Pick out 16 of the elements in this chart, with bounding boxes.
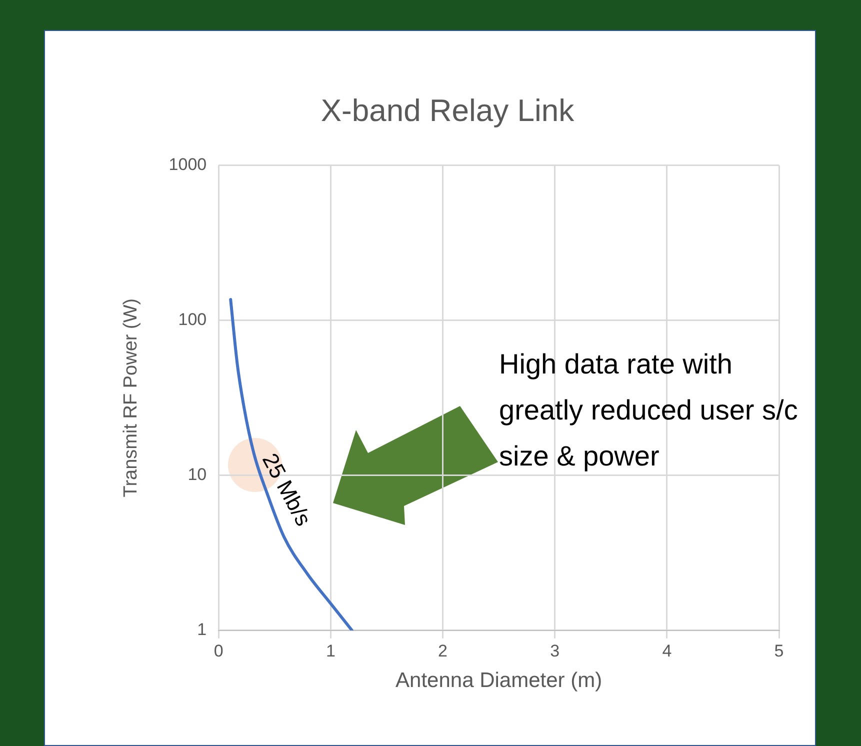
chart-title: X-band Relay Link	[320, 93, 575, 128]
x-tick-label: 3	[550, 641, 560, 660]
x-tick-label: 4	[662, 641, 672, 660]
annotation: 25 Mb/s	[257, 449, 316, 530]
x-tick-label: 5	[774, 641, 784, 660]
y-tick-label: 100	[178, 310, 207, 329]
y-tick-label: 10	[188, 465, 207, 484]
x-tick-label: 1	[326, 641, 336, 660]
x-axis-title: Antenna Diameter (m)	[396, 669, 602, 692]
line-series	[229, 298, 354, 630]
x-tick-label: 2	[438, 641, 448, 660]
y-tick-label: 1000	[168, 154, 207, 174]
annotation: High data rate with greatly reduced user s/c size & power	[499, 348, 798, 472]
y-axis-title: Transmit RF Power (W)	[120, 298, 142, 498]
y-tick-label: 1	[197, 620, 207, 640]
x-tick-label: 0	[214, 641, 224, 660]
